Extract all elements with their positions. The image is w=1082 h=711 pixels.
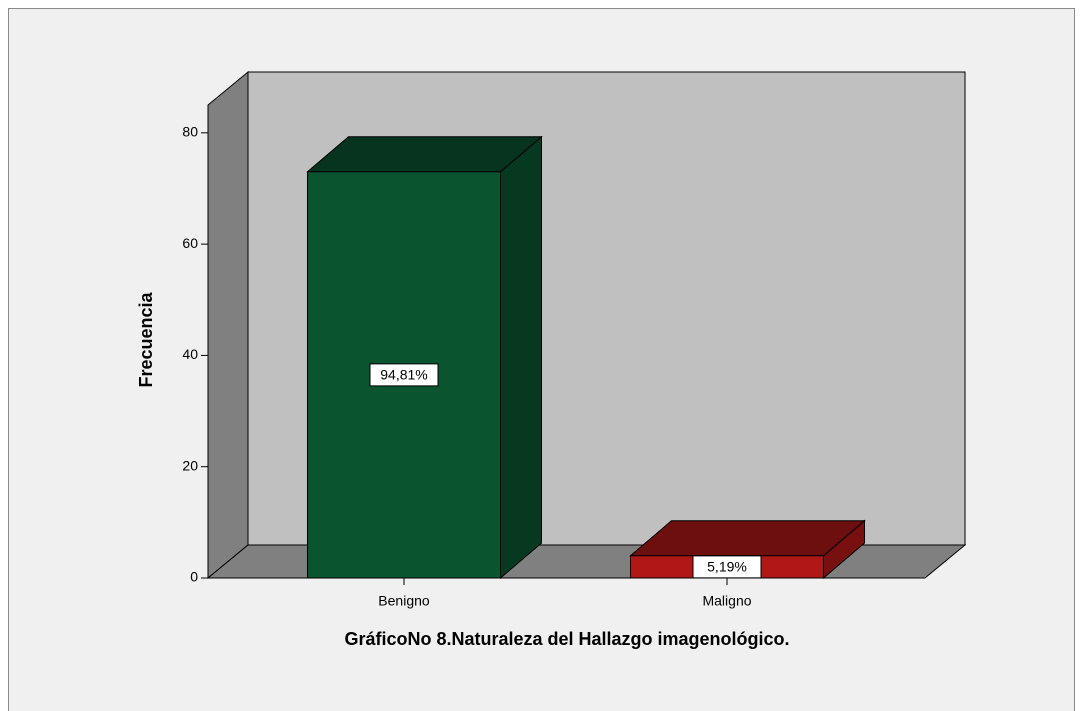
y-axis-label: Frecuencia xyxy=(136,291,156,387)
bar xyxy=(306,135,543,580)
value-label-box xyxy=(369,363,439,387)
side-wall xyxy=(207,70,249,580)
x-tick-label: Benigno xyxy=(378,593,430,609)
bar-top xyxy=(306,136,543,173)
y-tick-label: 20 xyxy=(182,457,198,473)
y-tick-label: 40 xyxy=(182,346,198,362)
value-label: 5,19% xyxy=(707,559,747,575)
value-label-box xyxy=(692,555,762,579)
y-tick-label: 80 xyxy=(182,124,198,140)
x-tick-label: Maligno xyxy=(702,593,751,609)
bar-top xyxy=(629,520,866,557)
bar-side xyxy=(500,135,542,580)
y-tick-label: 0 xyxy=(190,569,198,585)
value-label: 94,81% xyxy=(380,367,427,383)
chart-title: GráficoNo 8.Naturaleza del Hallazgo imag… xyxy=(344,629,789,649)
y-tick-label: 60 xyxy=(182,235,198,251)
